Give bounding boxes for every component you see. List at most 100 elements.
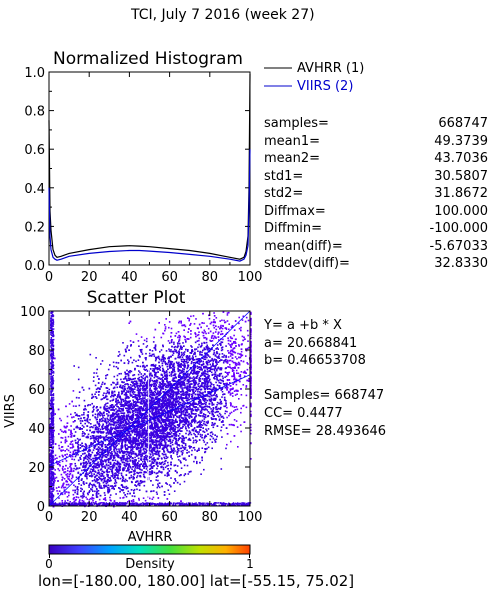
scatter-point [203,431,206,433]
scatter-point [210,336,213,339]
scatter-point [170,340,173,342]
scatter-point [140,402,142,405]
scatter-point [246,368,249,371]
scatter-point [191,360,193,363]
scatter-point [136,365,138,367]
scatter-point [111,438,114,441]
scatter-point [184,413,187,415]
scatter-point [214,439,216,441]
scatter-point [160,389,162,392]
scatter-point [107,488,109,491]
scatter-point [127,501,129,503]
scatter-point [98,483,101,485]
scatter-point [240,371,243,373]
scatter-point [111,467,114,470]
scatter-point [209,356,211,358]
scatter-point [221,348,224,351]
scatter-point [152,454,154,457]
scatter-point [125,485,128,488]
scatter-point [123,450,126,453]
scatter-point [121,412,124,414]
scatter-point [109,364,111,366]
scatter-point [198,398,200,400]
scatter-point [118,448,120,450]
scatter-point [107,484,110,487]
scatter-point [64,436,67,439]
scatter-point [199,366,201,368]
scatter-point [183,474,186,477]
scatter-point [245,394,248,397]
scatter-point [146,337,148,340]
scatter-point [145,454,147,457]
scatter-point [96,418,98,421]
scatter-point [93,455,96,457]
scatter-point [130,441,133,443]
scatter-point [149,468,152,470]
scatter-point [83,432,85,434]
scatter-point [122,458,124,461]
scatter-point [181,387,184,389]
scatter-point [148,408,151,411]
scatter-point [205,341,208,344]
scatter-point [102,394,104,397]
scatter-point [97,464,99,466]
scatter-point [120,378,122,381]
scatter-point [155,379,158,381]
scatter-point [189,404,192,406]
scatter-point [211,357,213,360]
scatter-point [134,456,136,459]
scatter-point [179,402,182,404]
scatter-point [151,353,154,356]
scatter-point [81,445,83,448]
scatter-point [187,473,190,475]
scatter-point [128,420,130,423]
scatter-point [77,378,80,381]
scatter-point [180,447,183,449]
scatter-point [160,462,163,464]
scatter-point [215,328,218,331]
scatter-point [174,450,176,452]
scatter-point [86,492,89,495]
scatter-point [211,424,213,426]
scatter-point [134,431,137,434]
scatter-point [132,381,134,383]
scatter-point [212,353,215,356]
scatter-point [204,378,207,380]
scatter-point [205,360,208,363]
scatter-point [186,411,188,414]
scatter-point [242,315,245,318]
scatter-point [181,348,183,350]
scatter-point [177,450,180,452]
scatter-point [236,372,238,374]
scatter-point [187,386,189,389]
scatter-point [139,379,141,381]
scatter-point [115,416,117,418]
scatter-point [156,486,159,489]
scatter-point [222,380,224,383]
scatter-point [173,373,176,375]
scatter-point [134,445,136,447]
scatter-point [181,421,184,423]
scatter-point [150,438,153,441]
histogram-series-viirs [48,149,251,262]
scatter-point [74,462,76,465]
scatter-point [103,471,106,474]
scatter-point [150,390,153,392]
scatter-point [204,443,207,446]
scatter-point [220,359,222,361]
scatter-point [106,402,109,404]
scatter-point [122,390,124,393]
scatter-point [116,426,119,428]
scatter-point [132,439,134,442]
scatter-point [150,449,153,452]
scatter-point [178,447,180,450]
scatter-point [74,499,77,502]
scatter-point [188,396,190,398]
scatter-point [160,419,163,421]
scatter-point [152,365,155,367]
legend-viirs-label: VIIRS (2) [297,79,353,94]
scatter-point [136,409,138,412]
scatter-point [108,388,111,391]
scatter-point [215,408,217,411]
